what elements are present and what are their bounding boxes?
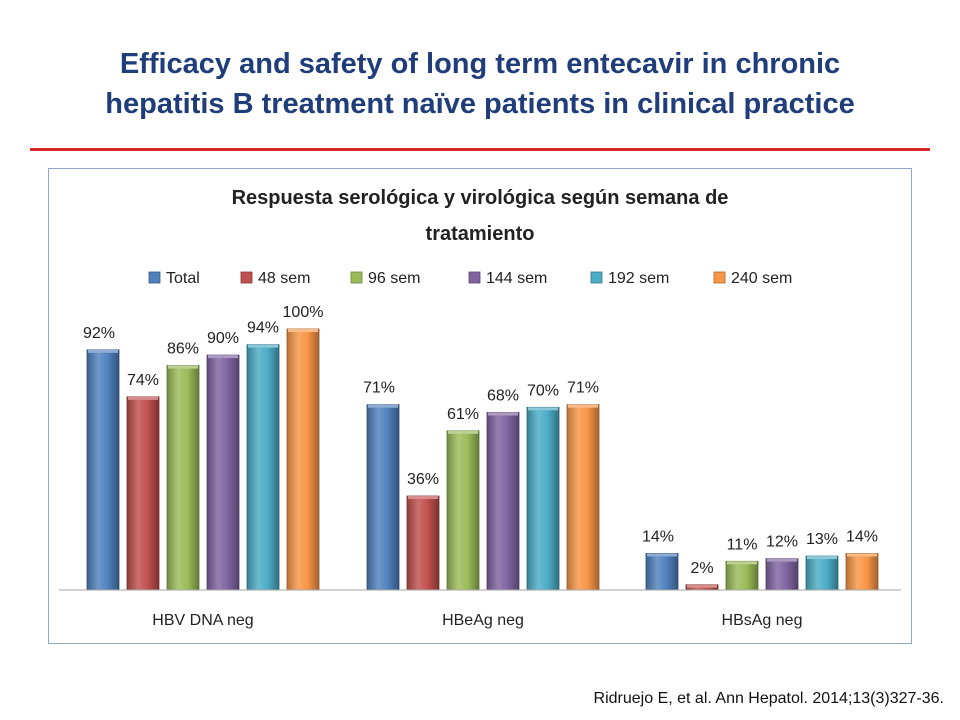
category-label-hbsag-neg: HBsAg neg <box>722 612 803 629</box>
data-label-hbv-dna-neg-240-sem: 100% <box>283 304 324 321</box>
bar-hbsag-neg-144-sem <box>765 558 799 591</box>
bar-hbv-dna-neg-192-sem <box>246 344 280 591</box>
data-label-hbv-dna-neg-192-sem: 94% <box>247 320 279 337</box>
legend-label-144-sem: 144 sem <box>486 270 547 287</box>
data-label-hbv-dna-neg-total: 92% <box>83 325 115 342</box>
data-label-hbv-dna-neg-48-sem: 74% <box>127 372 159 389</box>
bar-hbsag-neg-total <box>645 553 679 591</box>
citation: Ridruejo E, et al. Ann Hepatol. 2014;13(… <box>593 690 944 707</box>
bar-cap-hbsag-neg-240-sem <box>847 553 877 557</box>
bar-cap-hbsag-neg-48-sem <box>687 584 717 588</box>
bar-cap-hbeag-neg-96-sem <box>448 430 478 434</box>
bar-hbeag-neg-total <box>366 404 400 591</box>
legend-label-240-sem: 240 sem <box>731 270 792 287</box>
data-label-hbeag-neg-144-sem: 68% <box>487 388 519 405</box>
bar-hbv-dna-neg-144-sem <box>206 354 240 591</box>
bar-hbsag-neg-192-sem <box>805 555 839 591</box>
bar-cap-hbeag-neg-240-sem <box>568 404 598 408</box>
bar-cap-hbeag-neg-total <box>368 404 398 408</box>
bar-hbeag-neg-96-sem <box>446 430 480 591</box>
bar-hbeag-neg-192-sem <box>526 406 560 591</box>
bar-hbv-dna-neg-total <box>86 349 120 591</box>
data-label-hbeag-neg-240-sem: 71% <box>567 380 599 397</box>
bar-cap-hbsag-neg-96-sem <box>727 561 757 565</box>
category-label-hbv-dna-neg: HBV DNA neg <box>152 612 253 629</box>
bar-hbv-dna-neg-48-sem <box>126 396 160 591</box>
data-label-hbeag-neg-96-sem: 61% <box>447 406 479 423</box>
bar-cap-hbeag-neg-192-sem <box>528 407 558 411</box>
legend-label-192-sem: 192 sem <box>608 270 669 287</box>
bar-cap-hbv-dna-neg-total <box>88 349 118 353</box>
bar-chart: Respuesta serológica y virológica según … <box>59 187 901 629</box>
bar-cap-hbeag-neg-48-sem <box>408 496 438 500</box>
bar-cap-hbsag-neg-144-sem <box>767 558 797 562</box>
category-label-hbeag-neg: HBeAg neg <box>442 612 524 629</box>
chart-title-line-2: tratamiento <box>426 223 535 245</box>
data-label-hbeag-neg-192-sem: 70% <box>527 382 559 399</box>
bar-hbv-dna-neg-240-sem <box>286 328 320 591</box>
legend-label-48-sem: 48 sem <box>258 270 310 287</box>
bar-hbeag-neg-240-sem <box>566 404 600 591</box>
bar-cap-hbv-dna-neg-144-sem <box>208 355 238 359</box>
bar-cap-hbv-dna-neg-96-sem <box>168 365 198 369</box>
legend-label-total: Total <box>166 270 200 287</box>
legend-swatch-96-sem <box>350 271 363 284</box>
data-label-hbsag-neg-96-sem: 11% <box>727 536 758 553</box>
bar-cap-hbsag-neg-192-sem <box>807 556 837 560</box>
data-label-hbsag-neg-240-sem: 14% <box>846 528 878 545</box>
legend-swatch-48-sem <box>240 271 253 284</box>
data-label-hbeag-neg-48-sem: 36% <box>407 471 439 488</box>
bar-cap-hbv-dna-neg-48-sem <box>128 396 158 400</box>
slide-title-line-1: Efficacy and safety of long term entecav… <box>119 48 841 80</box>
data-label-hbsag-neg-144-sem: 12% <box>766 534 798 551</box>
data-label-hbeag-neg-total: 71% <box>363 380 395 397</box>
legend-swatch-144-sem <box>468 271 481 284</box>
legend-swatch-192-sem <box>590 271 603 284</box>
bar-hbeag-neg-48-sem <box>406 495 440 591</box>
bar-hbsag-neg-96-sem <box>725 560 759 591</box>
slide-title-line-2: hepatitis B treatment naïve patients in … <box>105 88 855 120</box>
slide-title: Efficacy and safety of long term entecav… <box>40 44 920 124</box>
data-label-hbv-dna-neg-144-sem: 90% <box>207 330 239 347</box>
bar-cap-hbv-dna-neg-240-sem <box>288 329 318 332</box>
data-label-hbsag-neg-48-sem: 2% <box>690 560 713 577</box>
legend-label-96-sem: 96 sem <box>368 270 420 287</box>
bar-cap-hbeag-neg-144-sem <box>488 412 518 416</box>
data-label-hbsag-neg-192-sem: 13% <box>806 531 838 548</box>
data-label-hbv-dna-neg-96-sem: 86% <box>167 341 199 358</box>
chart-title-line-1: Respuesta serológica y virológica según … <box>232 187 729 209</box>
legend-swatch-240-sem <box>713 271 726 284</box>
bar-hbeag-neg-144-sem <box>486 412 520 591</box>
bar-hbv-dna-neg-96-sem <box>166 365 200 591</box>
chart-frame: Respuesta serológica y virológica según … <box>48 168 912 644</box>
bar-hbsag-neg-240-sem <box>845 553 879 591</box>
title-divider <box>30 148 930 151</box>
legend-swatch-total <box>148 271 161 284</box>
bar-cap-hbv-dna-neg-192-sem <box>248 344 278 348</box>
data-label-hbsag-neg-total: 14% <box>642 528 674 545</box>
bar-cap-hbsag-neg-total <box>647 553 677 557</box>
